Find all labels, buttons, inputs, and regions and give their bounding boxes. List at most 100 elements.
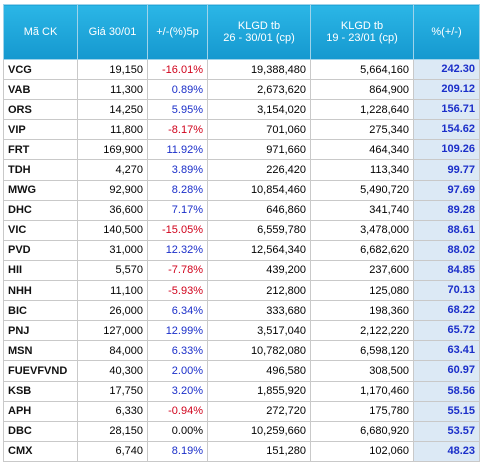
table-cell: 3,154,020 [207, 99, 311, 121]
table-cell: -5.93% [147, 280, 208, 302]
table-cell: 275,340 [310, 119, 414, 141]
table-cell: -16.01% [147, 58, 208, 81]
table-cell: 209.12 [413, 79, 480, 101]
table-row: TDH 4,270 3.89% 226,420 113,340 99.77 [3, 159, 480, 181]
table-cell: 65.72 [413, 320, 480, 342]
table-row: FUEVFVND 40,300 2.00% 496,580 308,500 60.97 [3, 360, 480, 382]
table-cell: 89.28 [413, 199, 480, 221]
table-cell: CMX [3, 440, 78, 462]
table-row: APH 6,330 -0.94% 272,720 175,780 55.15 [3, 400, 480, 422]
cell-value: 70.13 [447, 284, 475, 297]
table-cell: 70.13 [413, 280, 480, 302]
table-cell: -8.17% [147, 119, 208, 141]
table-cell: 113,340 [310, 159, 414, 181]
table-cell: 28,150 [77, 420, 148, 442]
table-cell: 151,280 [207, 440, 311, 462]
table-cell: 7.17% [147, 199, 208, 221]
table-cell: VIP [3, 119, 78, 141]
table-cell: 864,900 [310, 79, 414, 101]
table-cell: 2.00% [147, 360, 208, 382]
table-cell: 701,060 [207, 119, 311, 141]
table-row: VAB 11,300 0.89% 2,673,620 864,900 209.12 [3, 79, 480, 101]
table-cell: 55.15 [413, 400, 480, 422]
table-cell: 31,000 [77, 239, 148, 261]
table-cell: 496,580 [207, 360, 311, 382]
table-cell: 272,720 [207, 400, 311, 422]
table-cell: 12.32% [147, 239, 208, 261]
table-cell: 17,750 [77, 380, 148, 402]
table-cell: -0.94% [147, 400, 208, 422]
table-row: MSN 84,000 6.33% 10,782,080 6,598,120 63.41 [3, 340, 480, 362]
table-row: VIP 11,800 -8.17% 701,060 275,340 154.62 [3, 119, 480, 141]
table-cell: 36,600 [77, 199, 148, 221]
table-cell: 109.26 [413, 139, 480, 161]
table-cell: MWG [3, 179, 78, 201]
table-cell: -7.78% [147, 259, 208, 282]
header-cell: Mã CK [3, 4, 78, 60]
table-cell: PVD [3, 239, 78, 261]
table-row: KSB 17,750 3.20% 1,855,920 1,170,460 58.56 [3, 380, 480, 402]
table-cell: TDH [3, 159, 78, 181]
table-cell: 48.23 [413, 440, 480, 462]
table-cell: 4,270 [77, 159, 148, 181]
table-cell: 125,080 [310, 280, 414, 302]
table-cell: 3.89% [147, 159, 208, 181]
table-row: HII 5,570 -7.78% 439,200 237,600 84.85 [3, 259, 480, 282]
table-cell: 26,000 [77, 300, 148, 322]
cell-value: 65.72 [447, 324, 475, 337]
table-cell: 175,780 [310, 400, 414, 422]
table-cell: 102,060 [310, 440, 414, 462]
table-cell: 19,388,480 [207, 58, 311, 81]
table-row: ORS 14,250 5.95% 3,154,020 1,228,640 156.71 [3, 99, 480, 121]
table-cell: VAB [3, 79, 78, 101]
cell-value: 63.41 [447, 344, 475, 357]
table-cell: 19,150 [77, 58, 148, 81]
table-cell: 14,250 [77, 99, 148, 121]
cell-value: 68.22 [447, 304, 475, 317]
table-cell: 99.77 [413, 159, 480, 181]
cell-value: 88.61 [447, 223, 475, 236]
table-cell: 97.69 [413, 179, 480, 201]
table-cell: 11,300 [77, 79, 148, 101]
table-row: PNJ 127,000 12.99% 3,517,040 2,122,220 65.72 [3, 320, 480, 342]
table-cell: 140,500 [77, 219, 148, 241]
table-cell: 0.00% [147, 420, 208, 442]
table-cell: FRT [3, 139, 78, 161]
header-cell: %(+/-) [413, 4, 480, 60]
table-row: BIC 26,000 6.34% 333,680 198,360 68.22 [3, 300, 480, 322]
table-cell: 198,360 [310, 300, 414, 322]
table-row: NHH 11,100 -5.93% 212,800 125,080 70.13 [3, 280, 480, 302]
table-cell: 1,855,920 [207, 380, 311, 402]
table-cell: 88.02 [413, 239, 480, 261]
table-cell: 8.19% [147, 440, 208, 462]
cell-value: 58.56 [447, 384, 475, 397]
table-cell: 3.20% [147, 380, 208, 402]
table-cell: APH [3, 400, 78, 422]
table-cell: 156.71 [413, 99, 480, 121]
table-row: CMX 6,740 8.19% 151,280 102,060 48.23 [3, 440, 480, 462]
table-cell: 3,478,000 [310, 219, 414, 241]
table-row: VCG 19,150 -16.01% 19,388,480 5,664,160 242.3… [3, 58, 480, 81]
table-cell: 308,500 [310, 360, 414, 382]
table-cell: 11,100 [77, 280, 148, 302]
table-cell: 0.89% [147, 79, 208, 101]
table-cell: 11,800 [77, 119, 148, 141]
table-cell: 92,900 [77, 179, 148, 201]
table-cell: 58.56 [413, 380, 480, 402]
table-row: MWG 92,900 8.28% 10,854,460 5,490,720 97.69 [3, 179, 480, 201]
cell-value: 156.71 [441, 103, 475, 116]
table-cell: 464,340 [310, 139, 414, 161]
table-cell: 154.62 [413, 119, 480, 141]
table-cell: FUEVFVND [3, 360, 78, 382]
table-cell: -15.05% [147, 219, 208, 241]
table-cell: 439,200 [207, 259, 311, 282]
header-row: Mã CK Giá 30/01 +/-(%)5p KLGD tb 26 - 30/01… [3, 4, 480, 60]
header-cell: Giá 30/01 [77, 4, 148, 60]
table-cell: 60.97 [413, 360, 480, 382]
table-cell: VCG [3, 58, 78, 81]
table-row: FRT 169,900 11.92% 971,660 464,340 109.26 [3, 139, 480, 161]
table-cell: 68.22 [413, 300, 480, 322]
table-cell: 237,600 [310, 259, 414, 282]
table-cell: 3,517,040 [207, 320, 311, 342]
